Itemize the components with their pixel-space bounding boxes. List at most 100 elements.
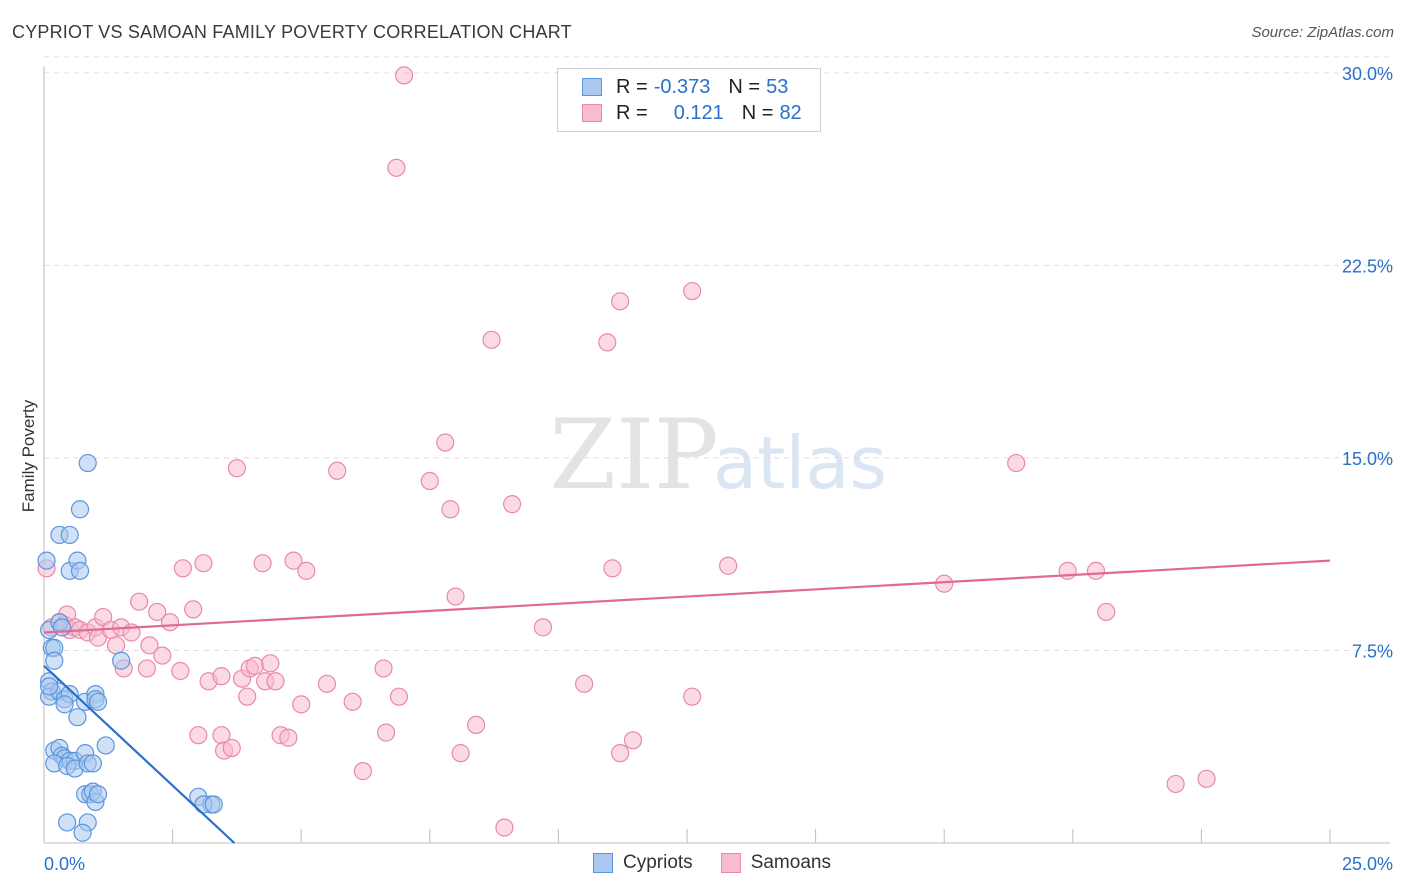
samoan-point-76 xyxy=(1007,453,1026,473)
cypriot-point-38 xyxy=(83,754,102,773)
samoan-point-53 xyxy=(389,687,409,706)
legend-item-samoans[interactable]: Samoans xyxy=(720,852,831,874)
samoan-point-80 xyxy=(1166,774,1185,794)
trend-lines xyxy=(43,559,1331,844)
legend-row-cypriots: R = -0.373 N = 53 xyxy=(582,75,788,99)
samoan-point-47 xyxy=(317,674,337,693)
samoan-point-24 xyxy=(173,559,192,578)
legend-r-label: R = xyxy=(616,75,648,98)
samoan-point-18 xyxy=(137,659,156,678)
samoan-point-75 xyxy=(935,574,954,593)
cypriot-point-20 xyxy=(55,695,74,714)
samoan-point-27 xyxy=(189,726,208,745)
legend-item-cypriots[interactable]: Cypriots xyxy=(593,852,693,874)
samoan-point-66 xyxy=(575,674,594,693)
samoan-point-68 xyxy=(603,559,622,578)
cypriot-point-39 xyxy=(96,736,115,755)
samoan-point-52 xyxy=(376,723,396,742)
watermark-atlas: atlas xyxy=(713,421,887,505)
samoan-point-64 xyxy=(503,495,522,514)
samoan-point-79 xyxy=(1097,602,1116,622)
samoan-point-33 xyxy=(227,459,246,478)
cypriot-point-21 xyxy=(68,708,87,727)
samoan-point-25 xyxy=(184,600,203,619)
samoan-point-44 xyxy=(284,551,303,570)
samoan-point-63 xyxy=(495,818,514,837)
legend-swatch-cypriots xyxy=(582,78,602,96)
cypriot-point-6 xyxy=(52,618,72,637)
samoan-point-32 xyxy=(222,738,241,758)
samoan-point-19 xyxy=(140,636,159,655)
y-tick-label-3: 30.0% xyxy=(1342,64,1393,84)
stats-legend: R = -0.373 N = 53 R = 0.121 N = 82 xyxy=(557,68,821,132)
samoan-point-61 xyxy=(466,715,486,735)
legend-n-value: 53 xyxy=(766,75,789,98)
source-label: Source: ZipAtlas.com xyxy=(1251,24,1394,41)
tick-labels: 7.5% 15.0% 22.5% 30.0% 0.0% 25.0% xyxy=(44,64,1393,874)
samoan-point-41 xyxy=(266,672,285,691)
samoan-point-81 xyxy=(1197,769,1216,788)
x-tick-label-max: 25.0% xyxy=(1342,854,1393,874)
cypriot-point-44 xyxy=(88,785,108,804)
legend-row-samoans: R = 0.121 N = 82 xyxy=(582,101,802,125)
cypriot-point-12 xyxy=(70,500,90,519)
samoan-point-51 xyxy=(374,659,393,678)
samoan-point-22 xyxy=(160,613,180,632)
samoan-point-20 xyxy=(148,602,167,622)
samoan-point-62 xyxy=(482,330,501,349)
watermark-zip: ZIP xyxy=(549,399,718,511)
legend-r-value: -0.373 xyxy=(653,75,711,98)
samoan-point-17 xyxy=(130,592,149,611)
cypriot-point-45 xyxy=(58,813,77,832)
legend-r-value: 0.121 xyxy=(673,101,724,124)
samoan-point-72 xyxy=(683,281,702,301)
samoan-points xyxy=(37,66,1216,837)
legend-n-label: N = xyxy=(741,101,774,124)
legend-swatch-samoans xyxy=(720,853,741,873)
samoan-point-48 xyxy=(328,461,347,480)
samoan-point-71 xyxy=(623,731,643,750)
cypriot-point-13 xyxy=(78,453,97,473)
samoan-point-26 xyxy=(194,554,213,573)
samoan-point-46 xyxy=(292,695,311,714)
samoan-point-69 xyxy=(611,292,630,311)
samoan-point-13 xyxy=(106,636,126,655)
axes xyxy=(43,66,1390,844)
samoan-point-38 xyxy=(253,554,272,573)
cypriot-point-26 xyxy=(112,651,131,670)
x-tick-label-min: 0.0% xyxy=(44,854,85,874)
legend-label-samoans: Samoans xyxy=(750,852,831,873)
y-tick-label-1: 15.0% xyxy=(1342,449,1393,469)
series-legend: Cypriots Samoans xyxy=(593,852,859,874)
samoan-point-74 xyxy=(719,556,738,575)
legend-label-cypriots: Cypriots xyxy=(623,852,693,873)
samoan-point-73 xyxy=(683,687,702,706)
cypriot-point-52 xyxy=(40,677,59,696)
cypriot-point-8 xyxy=(60,525,79,545)
samoan-point-49 xyxy=(343,692,362,711)
samoan-point-67 xyxy=(598,333,617,352)
legend-n-label: N = xyxy=(728,75,761,98)
y-tick-label-0: 7.5% xyxy=(1352,641,1393,661)
watermark: ZIP atlas xyxy=(549,399,887,511)
samoan-point-50 xyxy=(353,762,373,781)
samoan-trend-line xyxy=(43,559,1331,634)
samoan-point-43 xyxy=(279,728,298,747)
samoan-point-57 xyxy=(436,433,455,452)
samoan-point-55 xyxy=(394,66,414,85)
samoan-point-78 xyxy=(1086,561,1106,580)
samoan-point-54 xyxy=(387,158,406,177)
legend-swatch-samoans xyxy=(582,104,602,122)
legend-n-value: 82 xyxy=(779,101,802,124)
samoan-point-65 xyxy=(533,618,553,637)
cypriot-point-4 xyxy=(45,651,64,670)
cypriot-point-51 xyxy=(204,795,223,814)
cypriot-points xyxy=(37,453,223,842)
samoan-point-56 xyxy=(420,471,439,491)
samoan-point-35 xyxy=(238,687,257,706)
samoan-point-60 xyxy=(451,744,470,763)
samoan-point-40 xyxy=(261,654,280,673)
legend-swatch-cypriots xyxy=(593,853,613,873)
cypriot-point-25 xyxy=(88,692,108,711)
grid-lines xyxy=(44,56,1390,651)
